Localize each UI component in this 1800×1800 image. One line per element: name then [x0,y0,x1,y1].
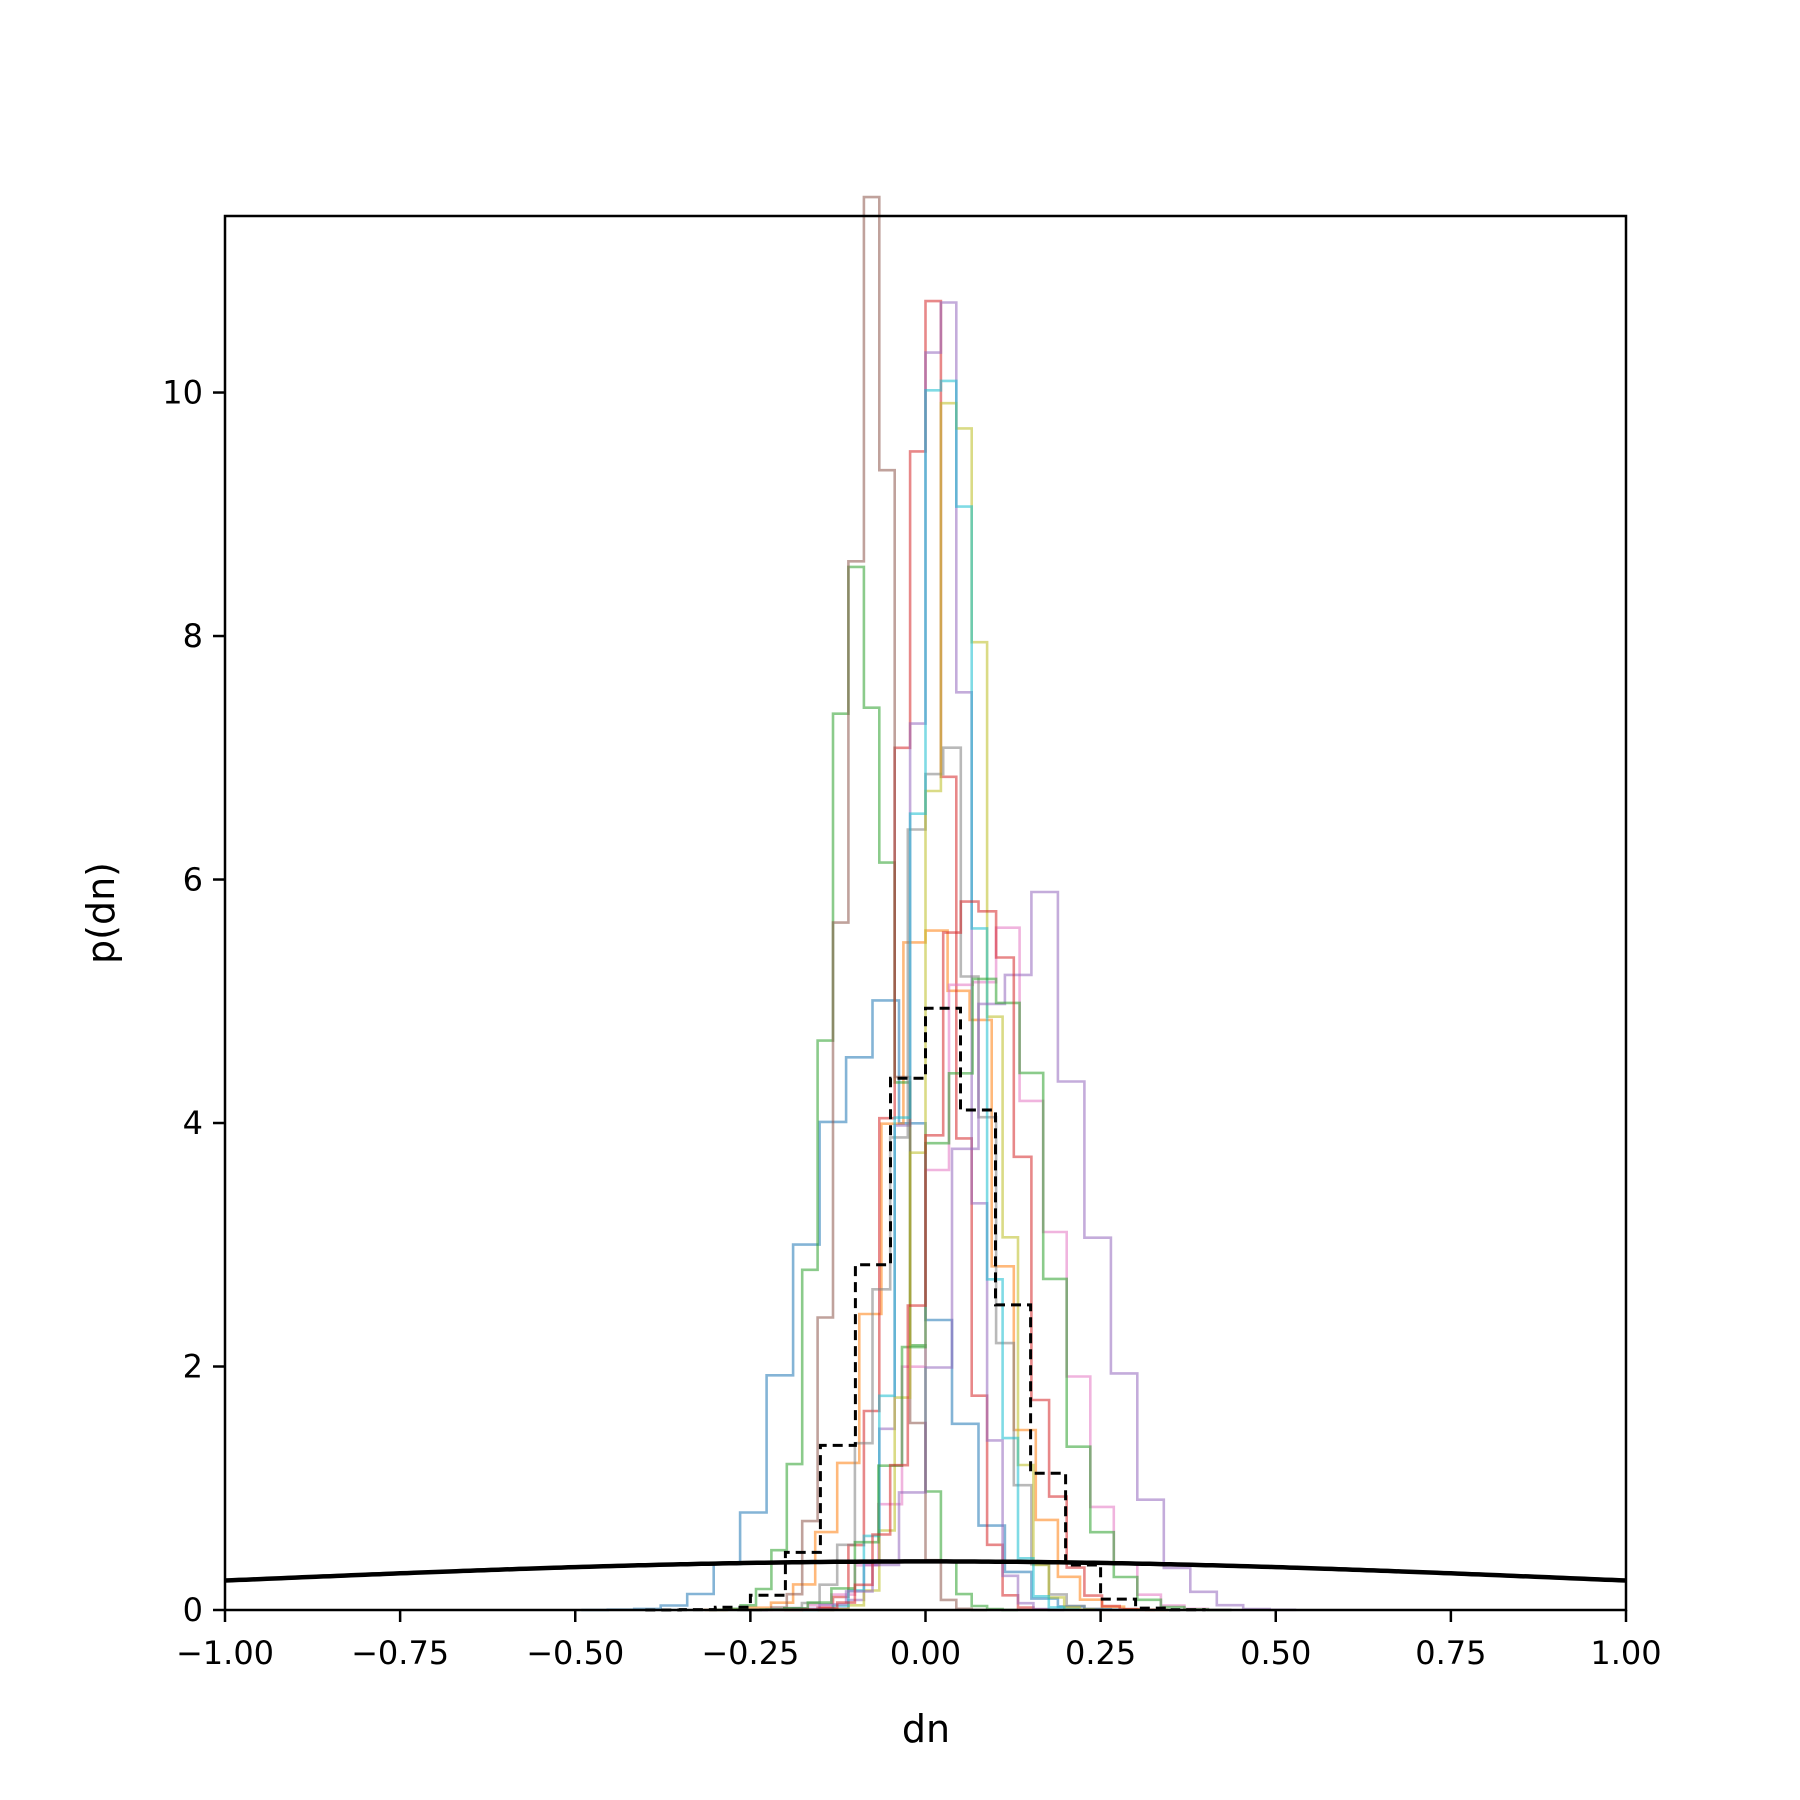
histogram-series-5 [816,301,1065,1612]
histogram-series-13 [783,900,1155,1612]
y-tick-label: 4 [183,1104,203,1142]
y-tick-label: 0 [183,1591,203,1629]
x-tick-label: 0.50 [1240,1634,1311,1672]
x-tick-label: −0.75 [351,1634,449,1672]
histogram-series-8 [747,746,1120,1612]
x-tick-label: 0.00 [890,1634,961,1672]
x-axis-ticks: −1.00 −0.75 −0.50 −0.25 0.00 0.25 0.50 0.75 1.00 [176,1610,1662,1672]
histogram-series-6 [754,195,988,1612]
histogram-series-11 [740,890,1297,1612]
y-tick-label: 8 [183,617,203,655]
axes-frame [223,214,1628,1612]
y-tick-label: 2 [183,1348,203,1386]
y-tick-label: 10 [162,374,203,412]
x-tick-label: −0.25 [701,1634,799,1672]
x-tick-label: 0.25 [1065,1634,1136,1672]
x-tick-label: −0.50 [526,1634,624,1672]
x-tick-label: 0.75 [1415,1634,1486,1672]
plot-area [224,195,1627,1612]
y-tick-label: 6 [183,861,203,899]
y-axis-ticks: 0 2 4 6 8 10 [162,374,225,1629]
histogram-series-12 [735,977,1232,1612]
prior-curve [224,1559,1627,1583]
histogram-series-3 [708,565,1018,1612]
x-tick-label: 1.00 [1590,1634,1661,1672]
x-tick-label: −1.00 [176,1634,274,1672]
histogram-series-1 [581,999,1138,1612]
histogram-series-10 [800,379,1080,1612]
y-axis-label: p(dn) [79,862,123,964]
x-axis-label: dn [902,1707,950,1751]
